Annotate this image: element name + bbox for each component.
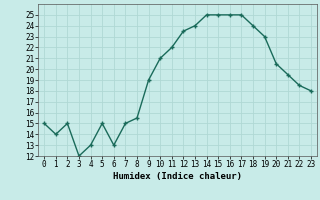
X-axis label: Humidex (Indice chaleur): Humidex (Indice chaleur) [113,172,242,181]
